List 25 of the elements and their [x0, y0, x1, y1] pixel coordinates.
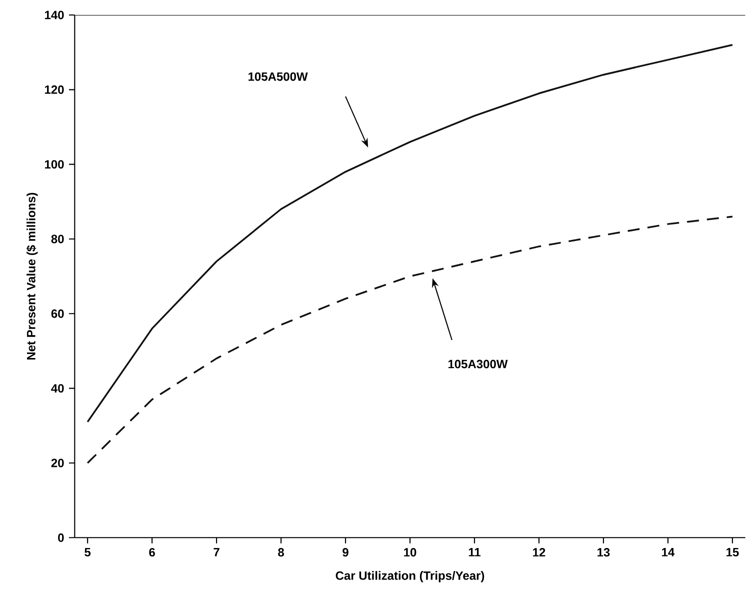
annotation: 105A300W: [448, 360, 508, 368]
y-tick-label: 120: [45, 85, 64, 94]
y-axis-title: Net Present Value ($ millions): [26, 192, 38, 360]
y-tick-label: 60: [51, 309, 64, 318]
line-series: [86, 44, 734, 423]
y-tick-label: 80: [51, 234, 64, 244]
x-tick-label: 9: [342, 548, 348, 557]
y-tick-label: 40: [51, 384, 64, 393]
x-tick-label: 6: [149, 548, 155, 557]
y-tick-label: 20: [51, 458, 64, 468]
line-series: [86, 216, 734, 464]
x-tick-label: 15: [726, 548, 739, 556]
x-axis-title: Car Utilization (Trips/Year): [336, 571, 484, 582]
y-tick-label: 140: [45, 10, 64, 20]
y-tick-label: 0: [58, 533, 64, 542]
x-tick-label: 12: [533, 548, 546, 556]
x-tick-label: 14: [662, 548, 675, 556]
y-tick-label: 100: [45, 160, 64, 169]
x-tick-label: 7: [214, 548, 220, 556]
x-tick-label: 8: [278, 548, 284, 557]
x-tick-label: 11: [468, 548, 480, 556]
x-tick-label: 10: [404, 548, 416, 557]
x-tick-label: 13: [598, 548, 610, 557]
x-tick-label: 5: [84, 548, 91, 556]
annotation: 105A500W: [248, 72, 308, 81]
